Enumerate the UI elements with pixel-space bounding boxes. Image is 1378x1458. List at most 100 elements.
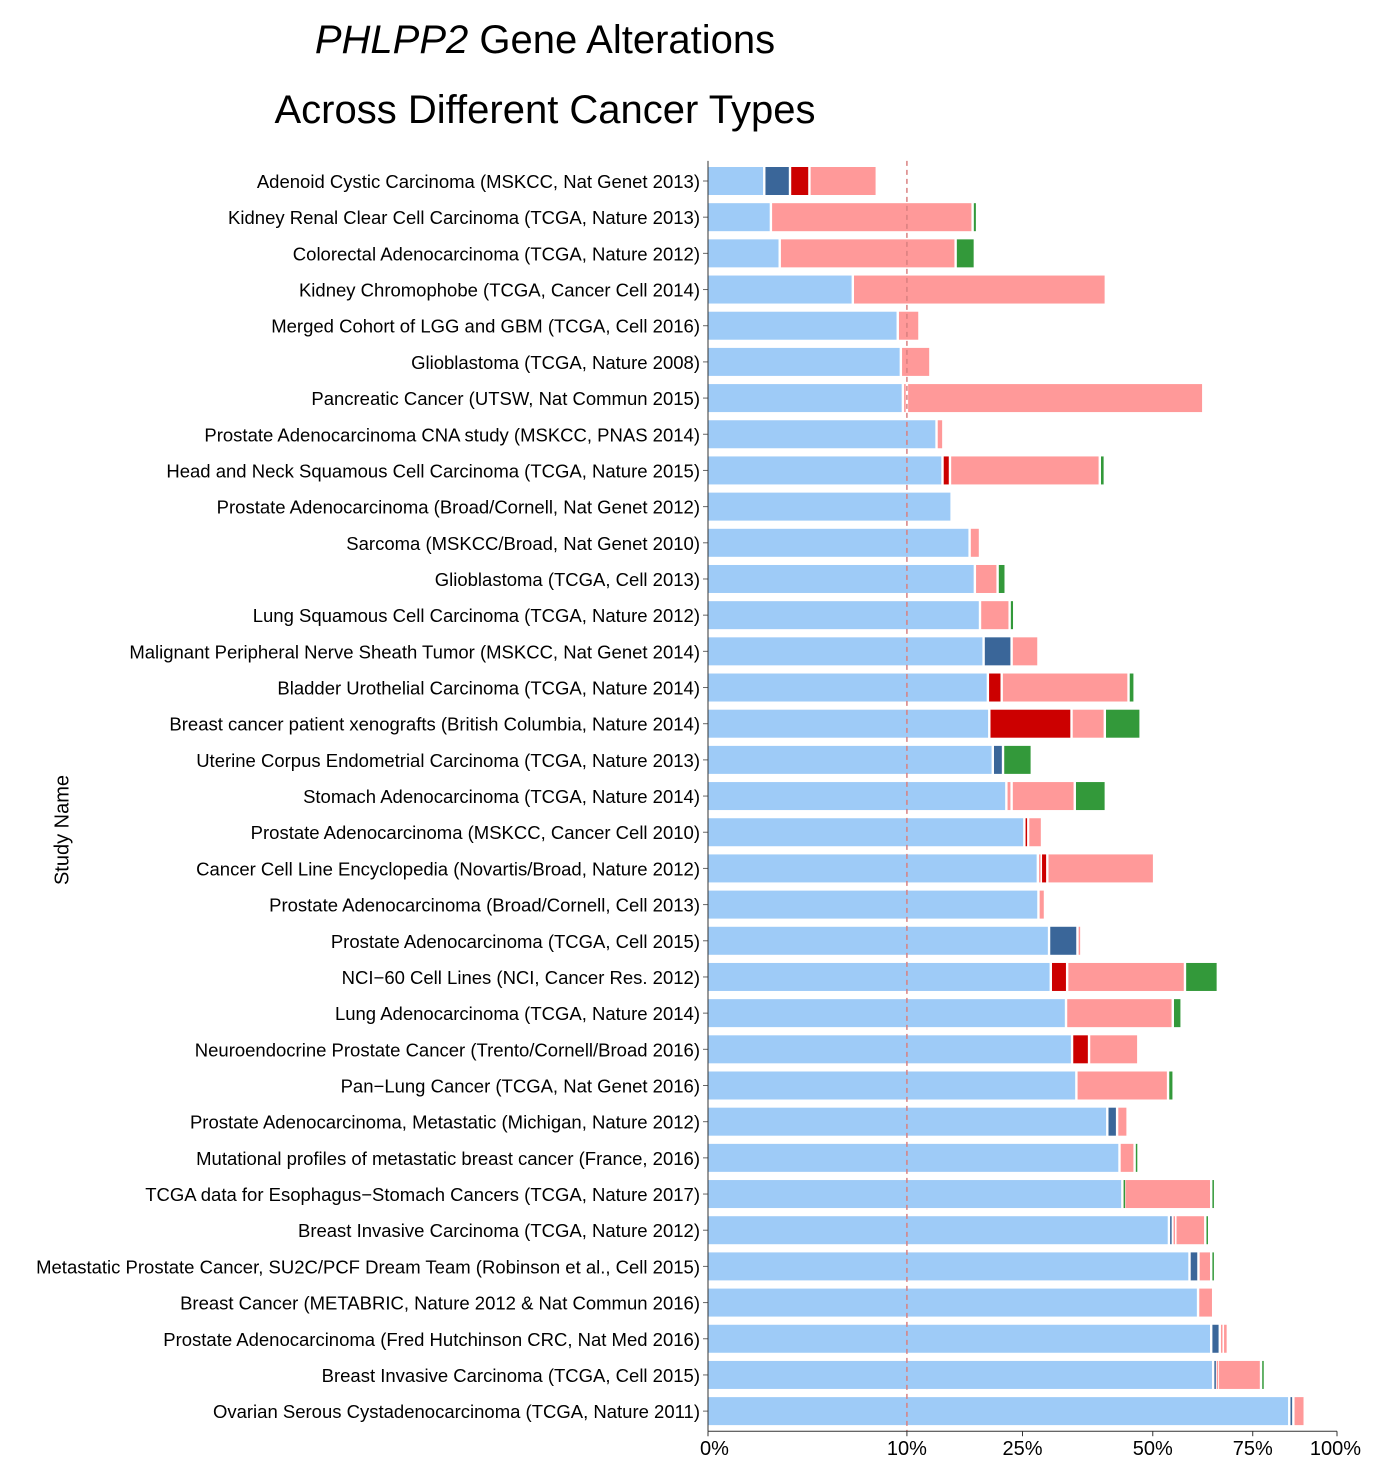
bar-segment [1135,1143,1138,1172]
study-label: Lung Adenocarcinoma (TCGA, Nature 2014) [335,1003,700,1024]
bar-segment [908,384,1203,413]
bar-segment [708,1143,1119,1172]
bar-segment [1029,818,1041,847]
bar-segment [708,637,983,666]
x-tick-label: 100% [1310,1438,1361,1458]
study-label: NCI−60 Cell Lines (NCI, Cancer Res. 2012… [342,967,700,988]
study-label: Mutational profiles of metastatic breast… [196,1148,700,1169]
bar-segment [1214,1360,1216,1389]
study-label: Breast Invasive Carcinoma (TCGA, Cell 20… [322,1365,700,1386]
bar-segment [1004,745,1031,774]
bar-segment [708,1180,1122,1209]
bar-segment [998,564,1005,593]
study-labels-group: Adenoid Cystic Carcinoma (MSKCC, Nat Gen… [36,171,700,1422]
bar-segment [708,673,987,702]
study-label: Prostate Adenocarcinoma (TCGA, Cell 2015… [331,931,700,952]
bar-segment [708,528,969,557]
bar-segment [956,239,974,268]
study-label: Prostate Adenocarcinoma (Fred Hutchinson… [163,1329,700,1350]
bar-segment [708,962,1050,991]
study-label: Kidney Chromophobe (TCGA, Cancer Cell 20… [299,280,700,301]
bar-segment [1039,854,1041,883]
bar-segment [708,709,989,738]
bar-segment [1075,782,1105,811]
study-label: Stomach Adenocarcinoma (TCGA, Nature 201… [303,786,700,807]
chart-title-suffix: Gene Alterations [468,18,776,62]
study-label: Metastatic Prostate Cancer, SU2C/PCF Dre… [36,1256,700,1277]
study-label: Uterine Corpus Endometrial Carcinoma (TC… [196,750,700,771]
bar-segment [1186,962,1217,991]
bar-segment [1039,890,1044,919]
study-label: Colorectal Adenocarcinoma (TCGA, Nature … [293,243,700,264]
study-label: Breast Cancer (METABRIC, Nature 2012 & N… [180,1293,700,1314]
bar-segment [1212,1252,1214,1281]
bar-segment [708,1071,1076,1100]
bar-segment [937,420,943,449]
bar-segment [1123,1180,1126,1209]
study-label: Lung Squamous Cell Carcinoma (TCGA, Natu… [253,605,700,626]
bar-segment [708,601,979,630]
bar-segment [772,203,972,232]
bar-segment [708,564,974,593]
bar-segment [708,492,951,521]
bar-segment [708,311,897,340]
bar-segment [708,239,779,268]
bar-segment [1007,782,1011,811]
bar-segment [1199,1252,1210,1281]
bar-segment [1010,601,1014,630]
study-label: Prostate Adenocarcinoma (Broad/Cornell, … [217,497,700,518]
bar-segment [708,782,1006,811]
bar-segment [708,1324,1210,1353]
bar-segment [1012,782,1074,811]
bar-segment [1067,999,1172,1028]
study-label: Glioblastoma (TCGA, Cell 2013) [435,569,700,590]
study-label: Ovarian Serous Cystadenocarcinoma (TCGA,… [213,1401,700,1422]
bar-segment [904,384,906,413]
bar-segment [708,1288,1197,1317]
chart-title-line2: Across Different Cancer Types [274,88,816,132]
bar-segment [810,167,876,195]
bar-segment [1294,1397,1304,1426]
study-label: TCGA data for Esophagus−Stomach Cancers … [145,1184,700,1205]
bar-segment [1219,1360,1260,1389]
bar-segment [1025,818,1028,847]
bar-segment [708,926,1048,955]
bar-segment [951,456,1099,485]
bar-segment [1262,1360,1264,1389]
study-label: Breast cancer patient xenografts (Britis… [169,714,700,735]
bar-segment [1072,709,1104,738]
bar-segment [1169,1071,1173,1100]
study-label: Breast Invasive Carcinoma (TCGA, Nature … [298,1220,700,1241]
study-label: Adenoid Cystic Carcinoma (MSKCC, Nat Gen… [257,171,700,192]
bar-segment [1120,1143,1134,1172]
bar-segment [1068,962,1184,991]
x-tick-label: 50% [1133,1438,1173,1458]
bar-segment [1101,456,1104,485]
bar-segment [1012,637,1038,666]
study-label: Neuroendocrine Prostate Cancer (Trento/C… [195,1039,700,1060]
bar-segment [1002,673,1128,702]
bar-segment [1048,854,1153,883]
bar-segment [708,347,900,376]
bar-segment [854,275,1105,304]
axes-group: 0% 10% 25% 50% 75% 100% [700,160,1361,1458]
bar-segment [993,745,1002,774]
study-label: Prostate Adenocarcinoma, Metastatic (Mic… [190,1112,700,1133]
study-label: Malignant Peripheral Nerve Sheath Tumor … [129,641,700,662]
bar-segment [708,745,992,774]
bar-segment [708,275,852,304]
bars-group [708,167,1304,1426]
bar-segment [708,1216,1168,1245]
bar-segment [1173,1216,1176,1245]
study-label: Cancer Cell Line Encyclopedia (Novartis/… [196,858,700,879]
bar-segment [1212,1180,1214,1209]
bar-segment [708,890,1038,919]
bar-segment [708,456,942,485]
bar-segment [708,818,1024,847]
study-label: Glioblastoma (TCGA, Nature 2008) [411,352,700,373]
x-tick-label: 25% [1002,1438,1042,1458]
bar-segment [765,167,789,195]
bar-segment [1125,1180,1210,1209]
bar-segment [1050,926,1077,955]
bar-segment [1206,1216,1208,1245]
